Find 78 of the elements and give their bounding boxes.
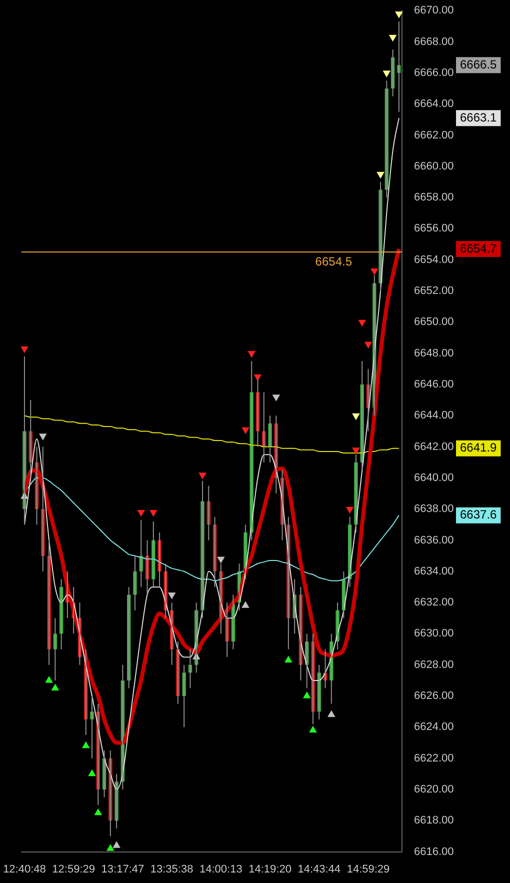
point xyxy=(217,556,225,564)
point xyxy=(88,769,96,776)
point xyxy=(254,374,262,382)
y-tick-label: 6640.00 xyxy=(414,472,454,484)
point xyxy=(364,342,372,348)
y-tick-label: 6650.00 xyxy=(414,316,454,328)
point xyxy=(82,741,90,748)
point xyxy=(358,320,366,327)
point xyxy=(302,692,311,698)
point xyxy=(248,351,256,358)
point xyxy=(149,510,158,517)
y-tick-label: 6616.00 xyxy=(414,846,454,858)
y-tick-label: 6652.00 xyxy=(414,285,454,298)
point xyxy=(284,656,292,662)
point xyxy=(242,427,250,434)
point xyxy=(382,70,391,78)
y-tick-label: 6624.00 xyxy=(414,721,454,734)
point xyxy=(94,808,102,816)
point xyxy=(38,434,47,440)
y-tick-label: 6664.00 xyxy=(414,98,454,110)
y-tick-label: 6634.00 xyxy=(414,565,454,578)
y-tick-label: 6668.00 xyxy=(414,36,454,48)
y-tick-label: 6642.00 xyxy=(414,440,454,453)
point xyxy=(388,34,397,42)
y-tick-label: 6646.00 xyxy=(414,378,454,390)
point xyxy=(137,510,146,517)
point xyxy=(370,268,378,276)
x-tick-label: 14:19:20 xyxy=(248,863,292,876)
y-tick-label: 6638.00 xyxy=(414,503,454,516)
y-tick-label: 6670.00 xyxy=(414,4,454,17)
text: 6641.9 xyxy=(460,440,498,455)
line-series xyxy=(24,415,400,454)
x-tick-label: 14:59:29 xyxy=(346,863,390,876)
y-tick-label: 6644.00 xyxy=(414,410,454,422)
y-tick-label: 6628.00 xyxy=(414,658,454,671)
point xyxy=(112,841,120,848)
point xyxy=(309,726,317,733)
y-tick-label: 6660.00 xyxy=(414,160,454,172)
y-tick-label: 6620.00 xyxy=(414,784,454,796)
point xyxy=(352,413,360,420)
y-tick-label: 6648.00 xyxy=(414,347,454,360)
y-tick-label: 6656.00 xyxy=(414,222,454,235)
text: 6637.6 xyxy=(460,508,498,522)
line-series xyxy=(22,246,401,745)
y-tick-label: 6654.00 xyxy=(414,254,454,266)
point xyxy=(352,448,360,454)
text: 6663.1 xyxy=(460,110,498,124)
y-tick-label: 6658.00 xyxy=(414,192,454,204)
point xyxy=(395,11,403,18)
x-tick-label: 13:17:47 xyxy=(101,863,144,876)
ref-line-label: 6654.5 xyxy=(315,254,352,268)
y-tick-label: 6636.00 xyxy=(414,534,454,546)
y-tick-label: 6632.00 xyxy=(414,596,454,609)
y-tick-label: 6626.00 xyxy=(414,690,454,702)
x-tick-label: 12:59:29 xyxy=(52,863,95,876)
point xyxy=(328,710,336,717)
text: 6654.7 xyxy=(460,241,498,256)
point xyxy=(168,592,176,600)
point xyxy=(272,394,280,402)
point xyxy=(20,346,28,354)
point xyxy=(242,601,250,608)
y-tick-label: 6662.00 xyxy=(414,129,454,142)
line-series xyxy=(24,118,400,790)
text: 6666.5 xyxy=(460,57,498,72)
x-tick-label: 14:00:13 xyxy=(199,863,242,876)
x-tick-label: 12:40:48 xyxy=(3,863,46,876)
point xyxy=(198,472,206,480)
y-tick-label: 6666.00 xyxy=(414,66,454,79)
point xyxy=(376,172,384,179)
point xyxy=(51,684,60,690)
point xyxy=(45,676,53,683)
y-tick-label: 6618.00 xyxy=(414,814,454,827)
y-tick-label: 6622.00 xyxy=(414,752,454,764)
y-tick-label: 6630.00 xyxy=(414,628,454,640)
x-tick-label: 14:43:44 xyxy=(298,863,341,876)
point xyxy=(346,506,354,514)
point xyxy=(106,844,114,851)
x-tick-label: 13:35:38 xyxy=(150,863,194,876)
